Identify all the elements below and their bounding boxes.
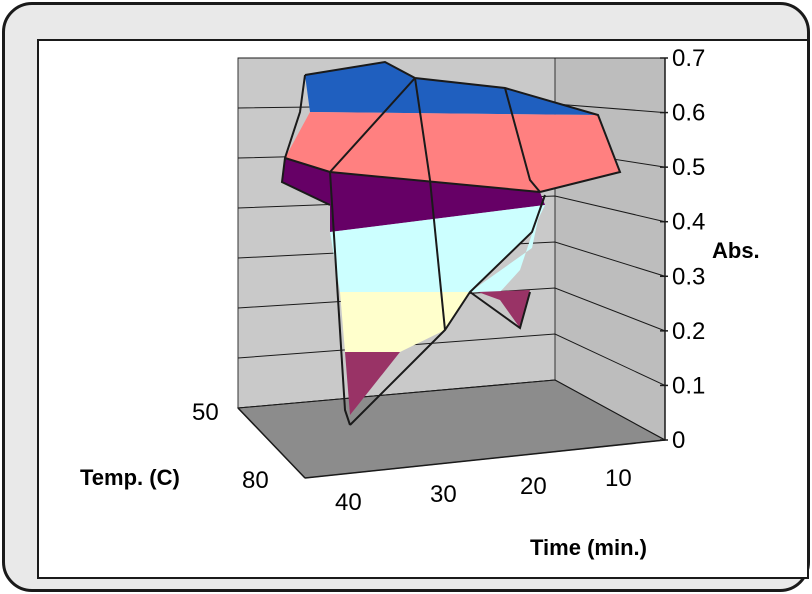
z-tick-label: 0.7 bbox=[672, 45, 705, 72]
z-tick-label: 0.5 bbox=[672, 154, 705, 181]
surface-wire bbox=[328, 77, 416, 426]
z-tick-label: 0.6 bbox=[672, 100, 705, 127]
surface-wire bbox=[414, 77, 446, 331]
surface-wire bbox=[504, 87, 541, 193]
x-tick-label: 30 bbox=[430, 481, 457, 508]
surface-band bbox=[305, 62, 598, 115]
y-axis-line bbox=[237, 407, 306, 479]
z-tick-label: 0.4 bbox=[672, 209, 705, 236]
surface-wire bbox=[329, 171, 541, 193]
x-tick-label: 10 bbox=[605, 465, 632, 492]
z-tick-label: 0.2 bbox=[672, 318, 705, 345]
surface bbox=[280, 60, 622, 426]
surface-wire bbox=[469, 291, 531, 330]
surface-band bbox=[282, 158, 545, 232]
y-tick-label: 50 bbox=[192, 399, 219, 426]
surface-band bbox=[345, 352, 400, 415]
x-tick-label: 20 bbox=[520, 473, 547, 500]
surface-wire bbox=[284, 157, 331, 173]
surface-band bbox=[285, 112, 620, 192]
z-tick-label: 0.3 bbox=[672, 263, 705, 290]
gridline bbox=[237, 333, 666, 386]
x-axis-line bbox=[304, 439, 666, 479]
y-axis-title: Temp. (C) bbox=[80, 465, 180, 490]
axes: 0.7 0.6 0.5 0.4 0.3 0.2 0.1 0 40 30 20 10 50 80 Abs. Te… bbox=[80, 45, 760, 560]
z-tick-label: 0 bbox=[672, 427, 685, 454]
x-axis-title: Time (min.) bbox=[530, 535, 647, 560]
x-tick-label: 40 bbox=[335, 489, 362, 516]
surface-band bbox=[470, 210, 540, 292]
y-tick-label: 80 bbox=[242, 467, 269, 494]
z-axis-title: Abs. bbox=[712, 238, 760, 263]
surface-band bbox=[478, 290, 530, 328]
surface-band bbox=[340, 292, 470, 352]
z-tick-label: 0.1 bbox=[672, 372, 705, 399]
